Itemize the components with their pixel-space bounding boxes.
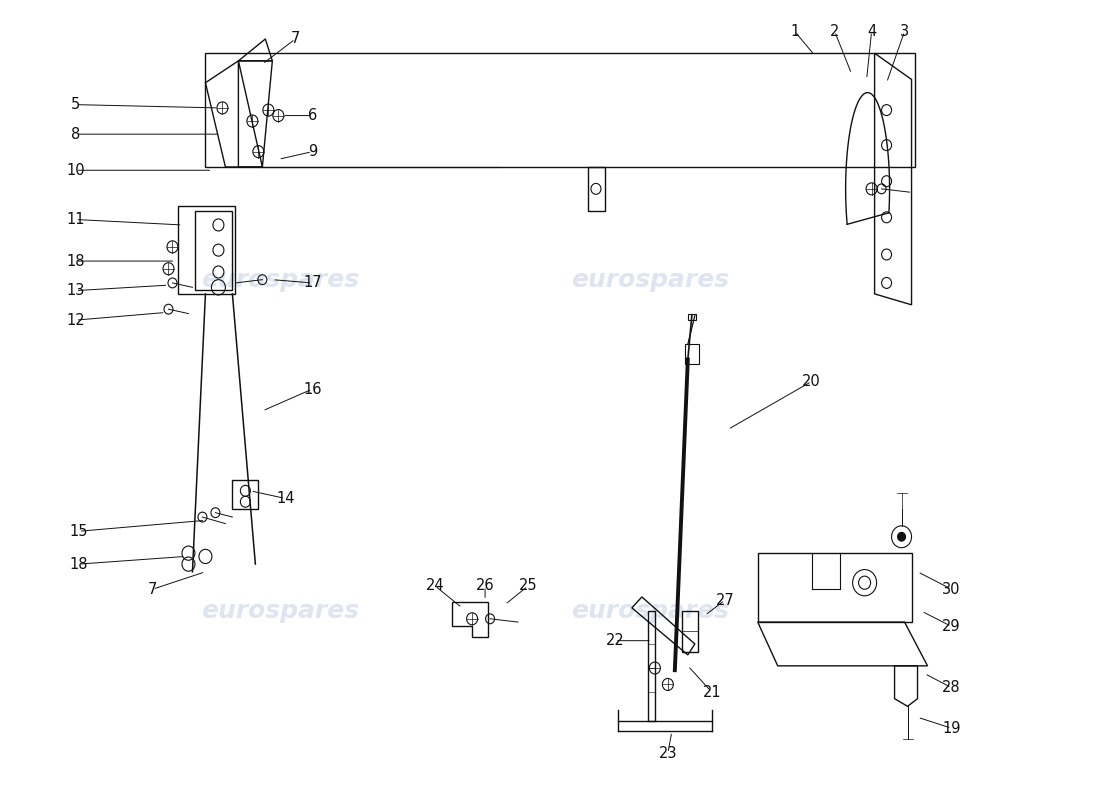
Text: 4: 4 — [867, 24, 877, 39]
Text: eurospares: eurospares — [201, 268, 360, 292]
Text: 7: 7 — [290, 31, 300, 46]
Text: 16: 16 — [304, 382, 321, 397]
Text: 11: 11 — [66, 212, 85, 227]
Text: 9: 9 — [308, 144, 317, 159]
Text: 21: 21 — [703, 685, 722, 699]
FancyBboxPatch shape — [688, 314, 696, 320]
Text: 7: 7 — [147, 582, 157, 597]
Text: 14: 14 — [276, 491, 295, 506]
Text: 17: 17 — [302, 275, 321, 290]
Text: 5: 5 — [72, 97, 80, 112]
Text: 18: 18 — [66, 254, 85, 269]
Text: eurospares: eurospares — [571, 268, 729, 292]
Text: 28: 28 — [943, 680, 960, 695]
Text: 26: 26 — [476, 578, 494, 594]
Text: eurospares: eurospares — [201, 599, 360, 623]
Text: 18: 18 — [69, 557, 88, 571]
Text: 15: 15 — [69, 524, 88, 538]
Circle shape — [898, 532, 905, 541]
Text: 30: 30 — [943, 582, 960, 597]
Text: 20: 20 — [802, 374, 821, 389]
FancyBboxPatch shape — [685, 344, 698, 364]
Text: eurospares: eurospares — [571, 599, 729, 623]
Text: 13: 13 — [66, 283, 85, 298]
Text: 8: 8 — [72, 126, 80, 142]
Text: 23: 23 — [659, 746, 678, 761]
Text: 12: 12 — [66, 313, 85, 328]
Text: 6: 6 — [308, 108, 317, 123]
Text: 27: 27 — [715, 593, 734, 608]
Text: 10: 10 — [66, 162, 85, 178]
Text: 29: 29 — [943, 619, 960, 634]
Text: 3: 3 — [900, 24, 909, 39]
Text: 2: 2 — [830, 24, 839, 39]
Text: 19: 19 — [943, 721, 960, 736]
Text: 22: 22 — [605, 633, 625, 648]
Text: 25: 25 — [519, 578, 537, 594]
Text: 24: 24 — [426, 578, 444, 594]
Text: 1: 1 — [790, 24, 800, 39]
